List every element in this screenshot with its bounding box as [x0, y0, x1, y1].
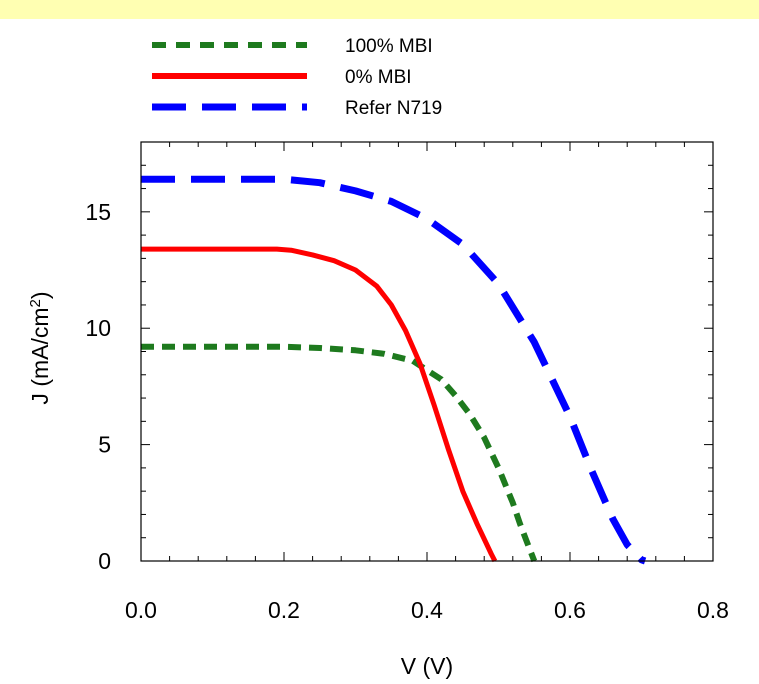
- y-axis-title-main: J (mA/cm: [27, 307, 53, 404]
- top-band: [0, 0, 759, 19]
- y-axis-title-close: ): [27, 291, 53, 299]
- x-axis-title: V (V): [401, 653, 453, 679]
- legend-label: Refer N719: [345, 98, 442, 119]
- series-line-refer-n719: [141, 175, 647, 565]
- y-tick-label: 5: [98, 432, 111, 458]
- y-axis-title: J (mA/cm2): [27, 291, 53, 404]
- legend: 100% MBI 0% MBI Refer N719: [152, 36, 442, 119]
- x-tick-label: 0.8: [697, 597, 729, 623]
- series-line-0-mbi: [141, 246, 498, 563]
- y-tick-label: 0: [98, 548, 111, 574]
- y-tick-label: 10: [85, 315, 111, 341]
- plot-frame: [140, 141, 714, 562]
- x-tick-label: 0.6: [554, 597, 586, 623]
- x-tick-label: 0.4: [411, 597, 443, 623]
- y-axis-title-superscript: 2: [27, 299, 44, 307]
- y-tick-label: 15: [85, 199, 111, 225]
- legend-label: 0% MBI: [345, 67, 412, 88]
- x-tick-label: 0.2: [268, 597, 300, 623]
- legend-label: 100% MBI: [345, 36, 433, 57]
- x-tick-label: 0.0: [125, 597, 157, 623]
- axis-ticks: [140, 141, 714, 562]
- tick-labels: 0.0 0.2 0.4 0.6 0.8 0 5 10 15: [85, 199, 729, 623]
- series-line-100-mbi: [141, 343, 538, 563]
- plot-lines: [141, 175, 647, 565]
